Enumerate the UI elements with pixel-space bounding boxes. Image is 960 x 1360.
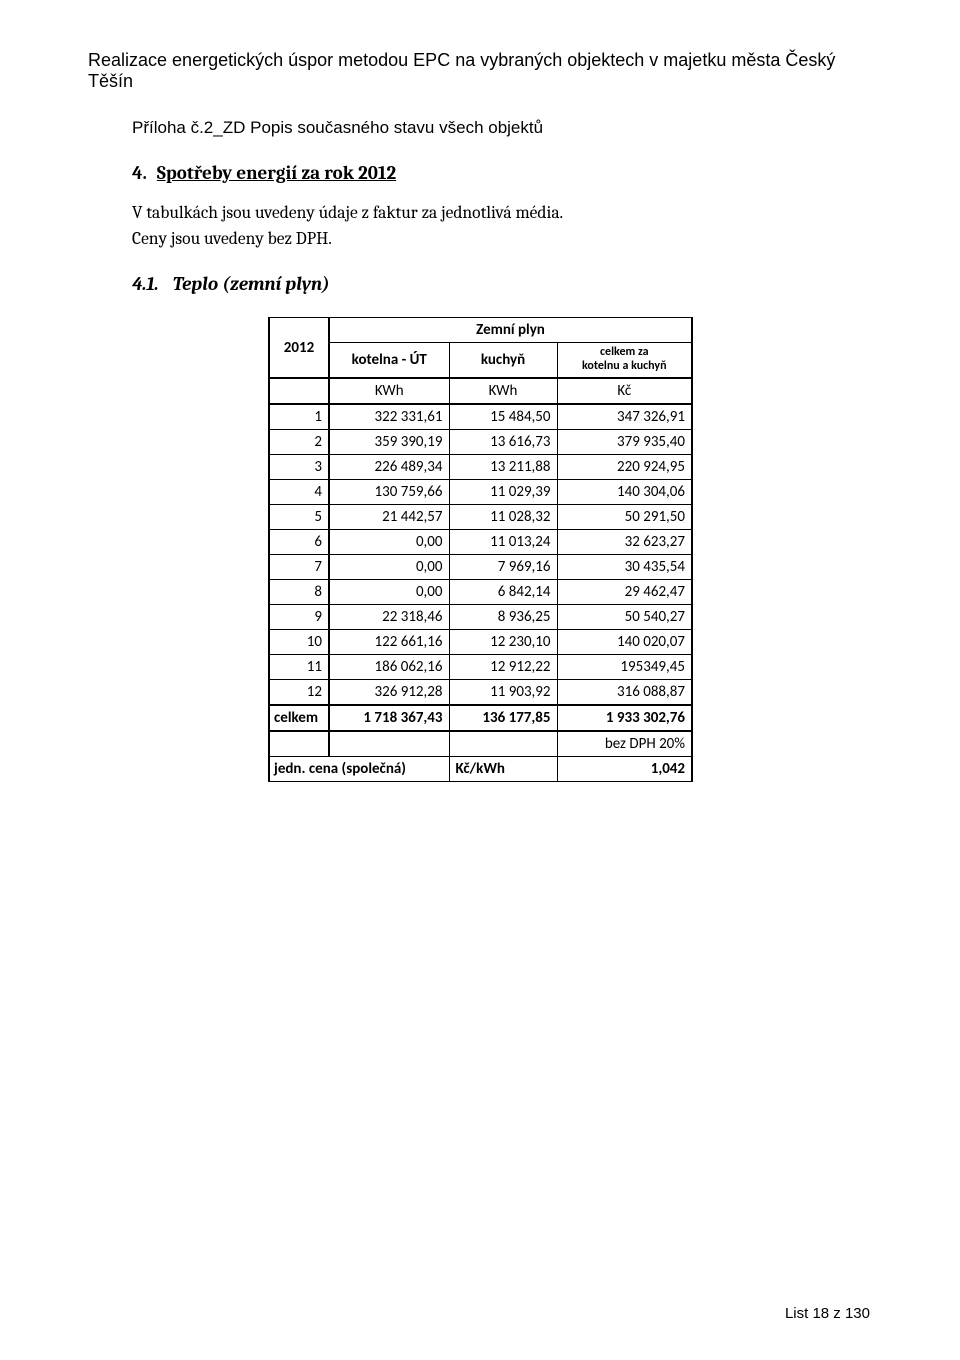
- table-row-index: 11: [269, 654, 329, 679]
- table-cell: 11 903,92: [449, 679, 557, 705]
- table-row-index: 10: [269, 629, 329, 654]
- subsection-number: 4.1.: [132, 273, 159, 295]
- table-unitprice-label: jedn. cena (společná): [269, 756, 449, 781]
- page-footer: List 18 z 130: [785, 1305, 870, 1322]
- table-cell: 32 623,27: [557, 529, 692, 554]
- table-unitprice-row: jedn. cena (společná) Kč/kWh 1,042: [269, 756, 692, 781]
- table-row: 11 186 062,16 12 912,22 195349,45: [269, 654, 692, 679]
- table-unitprice-unit: Kč/kWh: [449, 756, 557, 781]
- table-cell: 30 435,54: [557, 554, 692, 579]
- table-row: 6 0,00 11 013,24 32 623,27: [269, 529, 692, 554]
- table-cell: 8 936,25: [449, 604, 557, 629]
- table-row-index: 8: [269, 579, 329, 604]
- table-cell: 195349,45: [557, 654, 692, 679]
- table-cell: 7 969,16: [449, 554, 557, 579]
- table-row: 12 326 912,28 11 903,92 316 088,87: [269, 679, 692, 705]
- table-row-index: 5: [269, 504, 329, 529]
- table-unit-cell: KWh: [329, 378, 449, 404]
- section-number: 4.: [132, 162, 147, 184]
- table-row-index: 7: [269, 554, 329, 579]
- table-row: 7 0,00 7 969,16 30 435,54: [269, 554, 692, 579]
- table-cell: 347 326,91: [557, 404, 692, 430]
- table-cell: 29 462,47: [557, 579, 692, 604]
- table-cell: 6 842,14: [449, 579, 557, 604]
- table-row: 3 226 489,34 13 211,88 220 924,95: [269, 454, 692, 479]
- table-cell-blank: [449, 731, 557, 757]
- table-cell: 22 318,46: [329, 604, 449, 629]
- table-cell: 140 020,07: [557, 629, 692, 654]
- table-cell: 220 924,95: [557, 454, 692, 479]
- page-header-title: Realizace energetických úspor metodou EP…: [88, 50, 872, 92]
- subsection-heading: 4.1. Teplo (zemní plyn): [132, 273, 872, 295]
- table-row-index: 3: [269, 454, 329, 479]
- table-unit-cell: Kč: [557, 378, 692, 404]
- table-cell: 12 230,10: [449, 629, 557, 654]
- table-cell: 15 484,50: [449, 404, 557, 430]
- table-cell: 11 028,32: [449, 504, 557, 529]
- energy-table: 2012 Zemní plyn kotelna - ÚT kuchyň celk…: [268, 317, 693, 782]
- table-cell: 21 442,57: [329, 504, 449, 529]
- table-cell-blank: [329, 731, 449, 757]
- table-cell: 379 935,40: [557, 429, 692, 454]
- table-cell: 13 616,73: [449, 429, 557, 454]
- table-col-header: kuchyň: [449, 343, 557, 378]
- table-col-header: kotelna - ÚT: [329, 343, 449, 378]
- table-year-cell: 2012: [269, 318, 329, 378]
- table-cell: 326 912,28: [329, 679, 449, 705]
- table-row-index: 12: [269, 679, 329, 705]
- section-heading: 4. Spotřeby energií za rok 2012: [132, 162, 872, 184]
- table-group-header: Zemní plyn: [329, 318, 692, 343]
- table-totals-row: celkem 1 718 367,43 136 177,85 1 933 302…: [269, 705, 692, 731]
- table-row-index: 1: [269, 404, 329, 430]
- table-cell: 11 013,24: [449, 529, 557, 554]
- table-cell: 359 390,19: [329, 429, 449, 454]
- table-col-header: celkem zakotelnu a kuchyň: [557, 343, 692, 378]
- table-unitprice-value: 1,042: [557, 756, 692, 781]
- table-cell: 50 540,27: [557, 604, 692, 629]
- table-cell: 130 759,66: [329, 479, 449, 504]
- table-note-row: bez DPH 20%: [269, 731, 692, 757]
- table-totals-cell: 1 933 302,76: [557, 705, 692, 731]
- table-cell: 322 331,61: [329, 404, 449, 430]
- table-cell-blank: [269, 378, 329, 404]
- section-paragraph: V tabulkách jsou uvedeny údaje z faktur …: [132, 202, 872, 226]
- table-totals-label: celkem: [269, 705, 329, 731]
- table-cell: 13 211,88: [449, 454, 557, 479]
- table-row-index: 9: [269, 604, 329, 629]
- table-cell-blank: [269, 731, 329, 757]
- page-header-subtitle: Příloha č.2_ZD Popis současného stavu vš…: [132, 118, 872, 138]
- table-row: 5 21 442,57 11 028,32 50 291,50: [269, 504, 692, 529]
- table-cell: 186 062,16: [329, 654, 449, 679]
- section-paragraph: Ceny jsou uvedeny bez DPH.: [132, 228, 872, 252]
- table-row: 2 359 390,19 13 616,73 379 935,40: [269, 429, 692, 454]
- table-row-index: 2: [269, 429, 329, 454]
- table-cell: 140 304,06: [557, 479, 692, 504]
- table-totals-cell: 1 718 367,43: [329, 705, 449, 731]
- table-unit-cell: KWh: [449, 378, 557, 404]
- table-cell: 0,00: [329, 579, 449, 604]
- table-row-index: 4: [269, 479, 329, 504]
- table-row: 10 122 661,16 12 230,10 140 020,07: [269, 629, 692, 654]
- table-row: 4 130 759,66 11 029,39 140 304,06: [269, 479, 692, 504]
- table-cell: 50 291,50: [557, 504, 692, 529]
- table-row: 1 322 331,61 15 484,50 347 326,91: [269, 404, 692, 430]
- table-cell: 316 088,87: [557, 679, 692, 705]
- table-cell: 122 661,16: [329, 629, 449, 654]
- table-cell: 0,00: [329, 554, 449, 579]
- table-cell: 11 029,39: [449, 479, 557, 504]
- table-note-cell: bez DPH 20%: [557, 731, 692, 757]
- table-totals-cell: 136 177,85: [449, 705, 557, 731]
- table-row-index: 6: [269, 529, 329, 554]
- table-cell: 226 489,34: [329, 454, 449, 479]
- subsection-title: Teplo (zemní plyn): [173, 273, 330, 295]
- table-row: 8 0,00 6 842,14 29 462,47: [269, 579, 692, 604]
- table-cell: 0,00: [329, 529, 449, 554]
- section-title: Spotřeby energií za rok 2012: [157, 162, 396, 184]
- table-cell: 12 912,22: [449, 654, 557, 679]
- table-row: 9 22 318,46 8 936,25 50 540,27: [269, 604, 692, 629]
